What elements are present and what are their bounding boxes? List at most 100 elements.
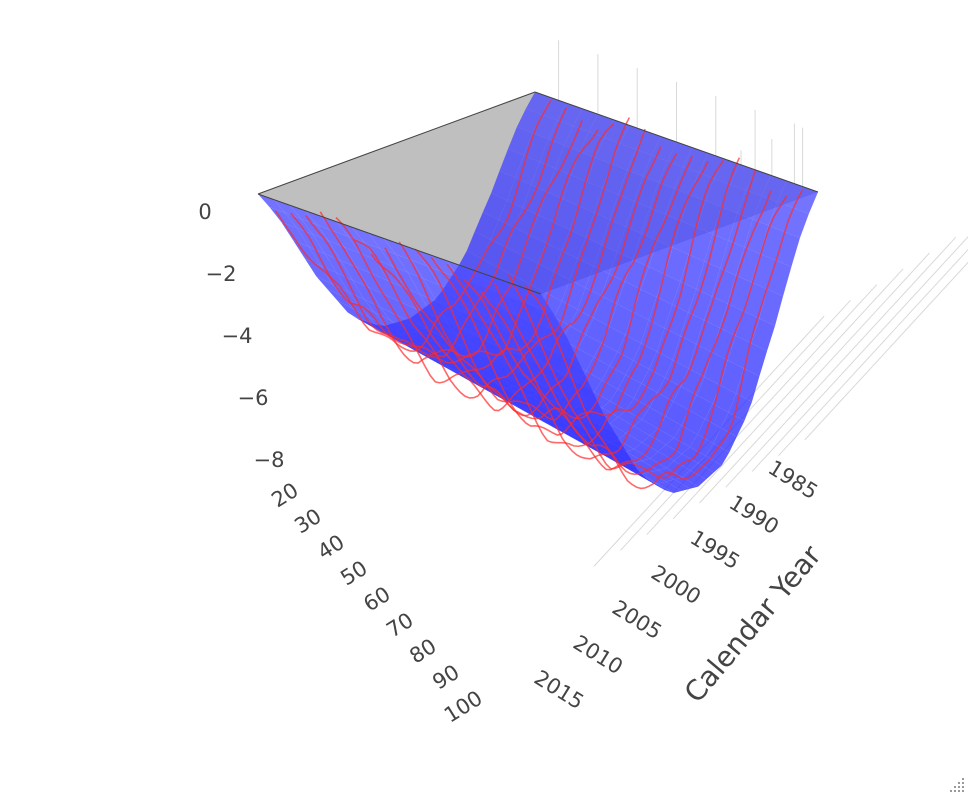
- surface-patch: [696, 320, 720, 353]
- surface-patch: [522, 235, 546, 264]
- surface-patch: [585, 357, 610, 381]
- surface-patch: [664, 304, 689, 337]
- surface-patch: [594, 380, 618, 402]
- fitted-curve: [398, 153, 678, 421]
- fitted-curve: [335, 123, 615, 384]
- surface-patch: [727, 335, 752, 369]
- surface-patch: [569, 258, 594, 288]
- surface-patch: [649, 428, 674, 445]
- surface-patch: [328, 240, 357, 268]
- surface-patch: [618, 433, 643, 450]
- surface-patch: [611, 143, 636, 171]
- surface-patch: [460, 345, 488, 370]
- surface-patch: [665, 479, 691, 491]
- fitted-curve: [353, 117, 631, 399]
- surface-patch: [594, 188, 619, 220]
- surface-patch: [667, 142, 693, 167]
- z-tick-label: −6: [238, 386, 269, 410]
- surface-patch: [464, 330, 493, 362]
- surface-patch: [356, 267, 385, 295]
- surface-patch: [490, 219, 515, 248]
- surface-patch: [308, 247, 337, 273]
- fitted-curve: [370, 128, 646, 412]
- surface-patch: [516, 108, 542, 134]
- surface-patch: [737, 190, 762, 220]
- surface-patch: [561, 229, 586, 259]
- z-tick-label: −8: [254, 448, 285, 472]
- surface-patch: [423, 278, 452, 309]
- surface-patch: [720, 240, 745, 276]
- surface-patch: [745, 169, 771, 197]
- surface-patch: [633, 383, 658, 408]
- surface-patch: [530, 161, 556, 192]
- surface-patch: [601, 273, 625, 304]
- surface-patch: [471, 360, 498, 385]
- surface-patch: [537, 307, 566, 336]
- surface-patch: [541, 97, 567, 121]
- floor-gridline: [725, 236, 957, 488]
- surface-patch: [696, 200, 722, 235]
- x-tick-label: 40: [313, 530, 348, 565]
- surface-patch: [465, 367, 493, 391]
- surface-patch: [578, 181, 603, 213]
- y-tick-label: 2000: [647, 561, 705, 610]
- surface-patch: [721, 184, 746, 214]
- surface-patch: [344, 247, 373, 275]
- surface-patch: [620, 125, 646, 150]
- surface-patch: [626, 426, 650, 443]
- surface-patch: [689, 172, 715, 201]
- surface-patch: [625, 360, 650, 384]
- surface-patch: [305, 210, 333, 231]
- surface-patch: [609, 194, 634, 227]
- surface-patch: [364, 242, 392, 267]
- surface-patch: [352, 227, 380, 249]
- surface-patch: [657, 377, 681, 402]
- surface-patch: [656, 328, 681, 361]
- surface-patch: [588, 407, 616, 434]
- surface-patch: [379, 248, 408, 273]
- surface-patch: [466, 231, 491, 260]
- floor-gridline: [699, 252, 930, 504]
- x-tick-label: 70: [382, 608, 417, 643]
- surface-patch: [720, 360, 744, 394]
- surface-patch: [455, 291, 484, 322]
- surface-patch: [609, 252, 634, 282]
- surface-patch: [744, 219, 769, 254]
- x-tick-label: 80: [405, 634, 440, 669]
- surface-patch: [585, 318, 610, 344]
- fitted-curve: [289, 107, 568, 358]
- surface-patch: [618, 170, 643, 202]
- surface-patch: [632, 289, 657, 321]
- surface-patch: [540, 416, 567, 435]
- surface-patch: [498, 200, 523, 228]
- surface-patch: [696, 376, 721, 404]
- y-tick-label: 1990: [725, 491, 783, 540]
- surface-patch: [508, 126, 533, 156]
- surface-patch: [451, 308, 481, 339]
- surface-patch: [446, 260, 475, 284]
- surface-patch: [324, 253, 353, 281]
- x-tick-label: 20: [267, 478, 302, 513]
- surface-patch: [601, 326, 626, 352]
- surface-patch: [650, 451, 675, 468]
- surface-patch: [384, 294, 413, 323]
- surface-patch: [601, 219, 626, 253]
- surface-patch: [665, 188, 690, 221]
- surface-patch: [557, 103, 583, 127]
- surface-patch: [633, 460, 658, 473]
- surface-patch: [326, 288, 354, 310]
- surface-patch: [535, 393, 562, 418]
- surface-patch: [657, 416, 682, 438]
- surface-patch: [703, 296, 728, 328]
- resize-grip-icon[interactable]: [948, 776, 966, 794]
- surface-patch: [400, 301, 429, 331]
- fitted-curve: [480, 170, 756, 471]
- surface-patch: [704, 234, 729, 269]
- box-edge: [534, 91, 819, 193]
- floor-gridline: [751, 236, 968, 472]
- surface-patch: [423, 336, 450, 360]
- surface-patch: [698, 153, 724, 179]
- surface-patch: [649, 351, 673, 378]
- surface-patch: [601, 366, 626, 390]
- surface-patch: [626, 149, 652, 177]
